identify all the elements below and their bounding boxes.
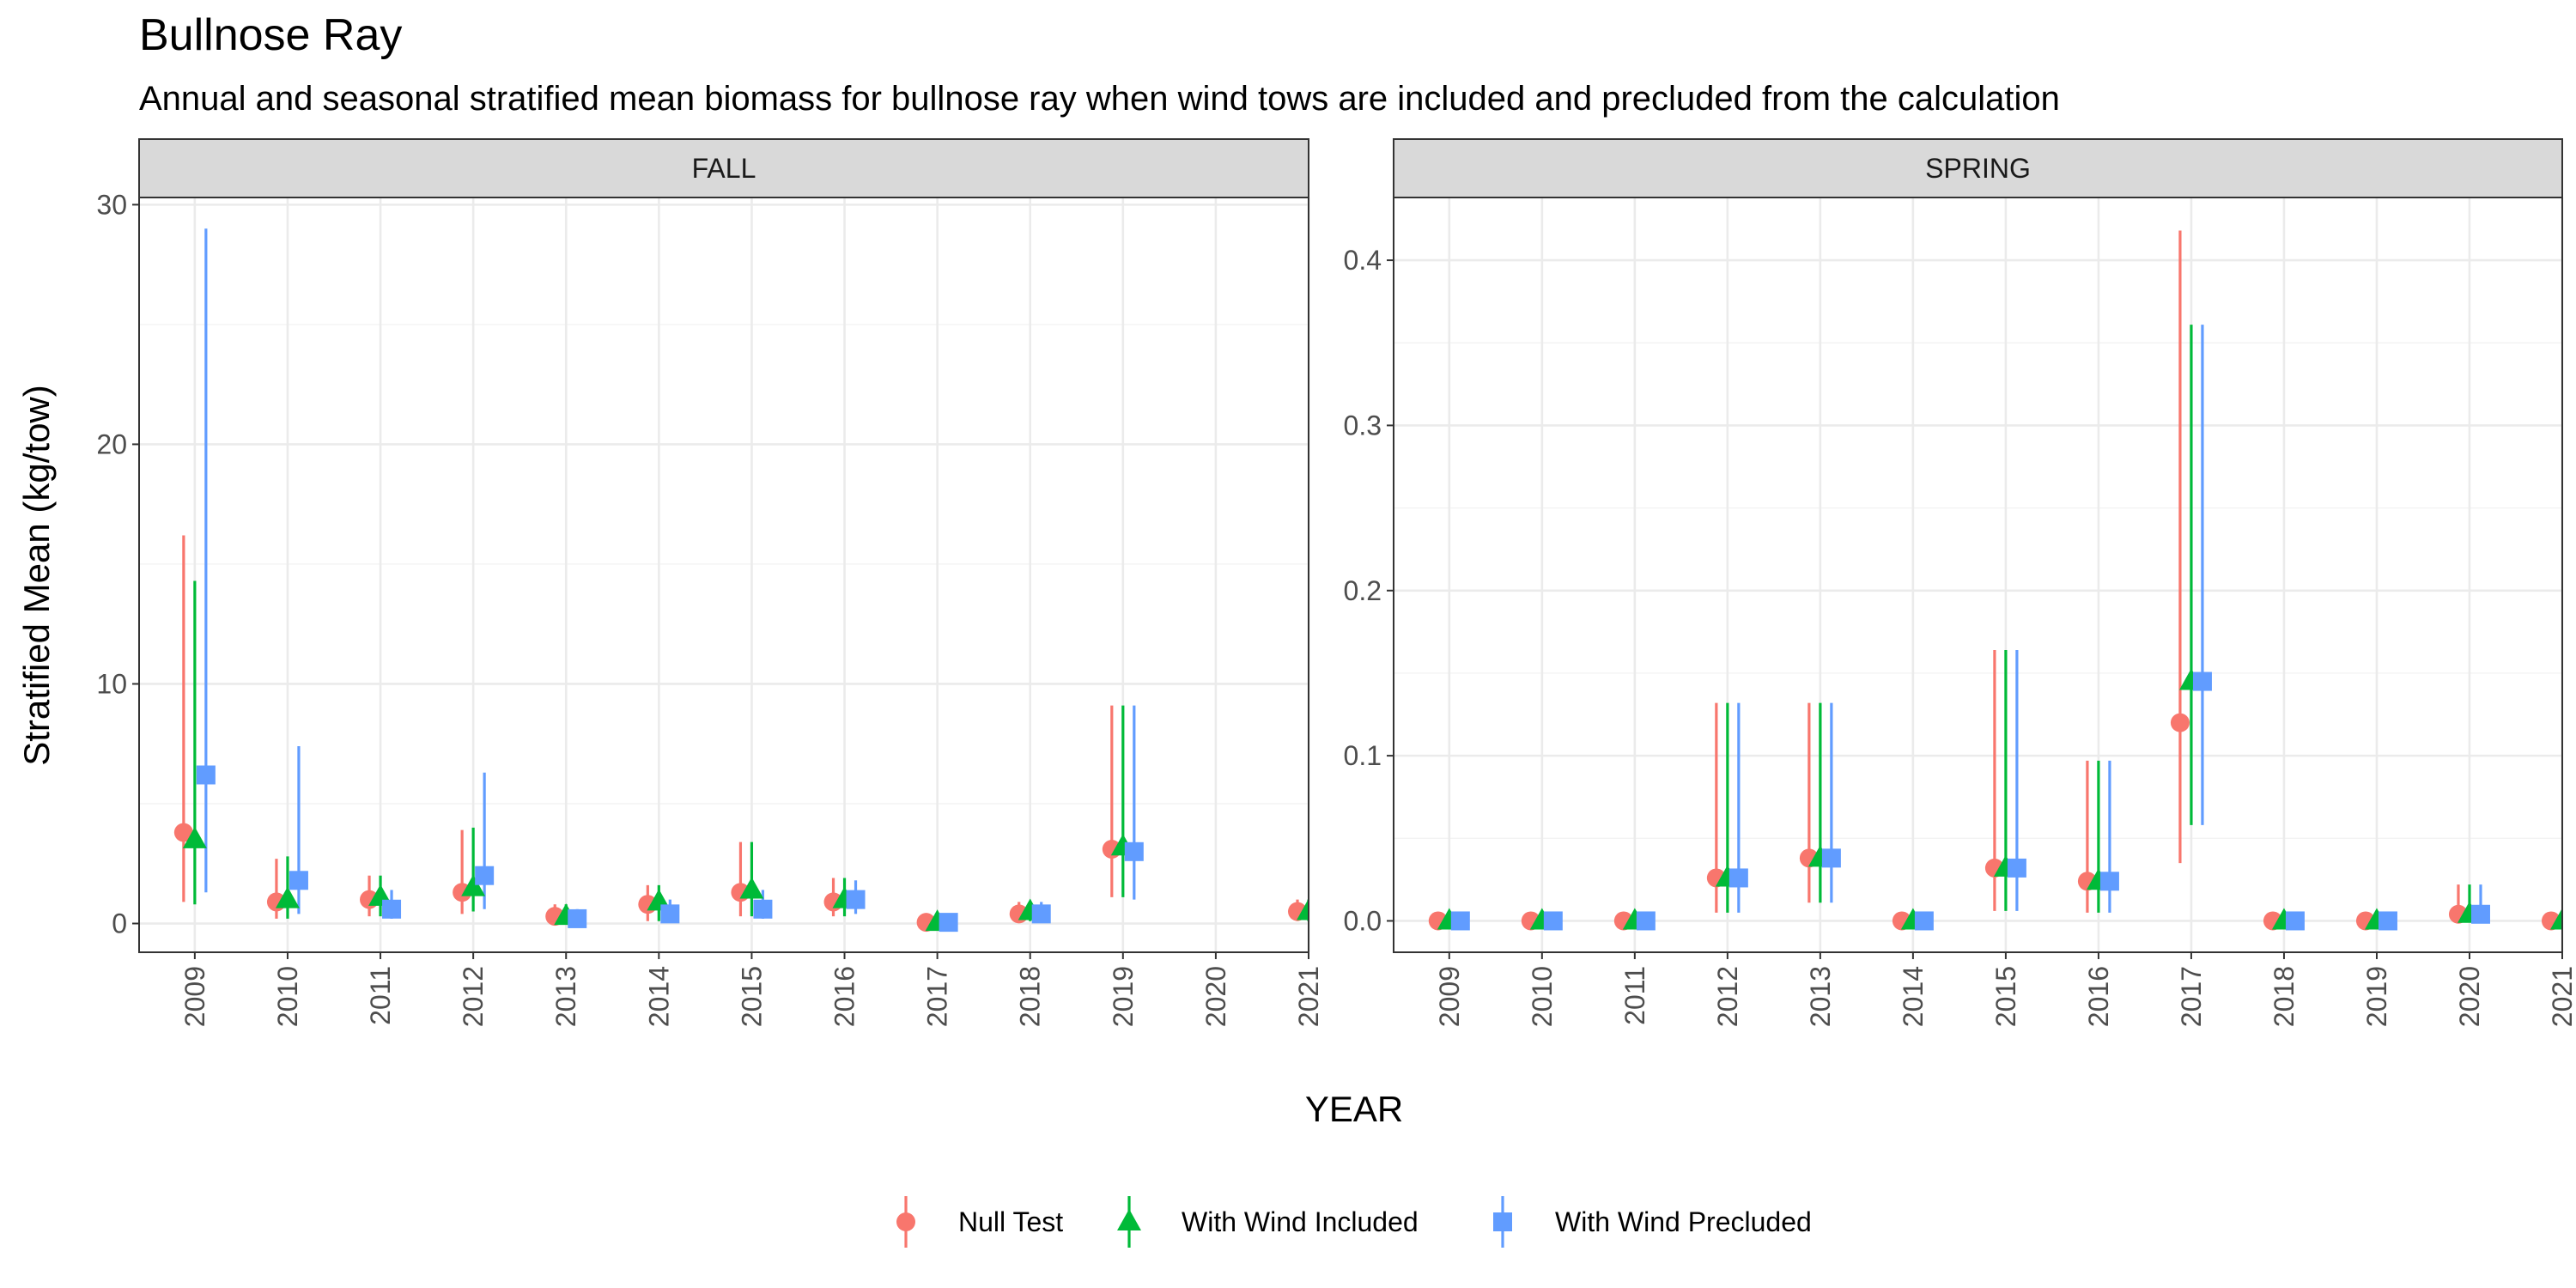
legend-key-marker (1117, 1209, 1141, 1230)
data-point (939, 913, 958, 933)
data-point (461, 874, 486, 896)
legend-item: Null Test (896, 1196, 1063, 1248)
series-group (1428, 230, 2576, 931)
data-point (1821, 848, 1841, 868)
x-tick-label: 2018 (2269, 966, 2300, 1027)
data-point (196, 765, 216, 785)
y-axis-title: Stratified Mean (kg/tow) (16, 385, 57, 766)
x-tick-label: 2011 (365, 966, 396, 1025)
x-tick-label: 2013 (550, 966, 581, 1027)
facet-panel-spring: SPRING 0.0 0.1 0.2 0.3 0.4 2009 2010 2011 2012 201… (1344, 138, 2576, 1027)
data-point (1124, 841, 1144, 861)
x-tick-label: 2020 (2454, 966, 2485, 1027)
panel-border (1393, 197, 2563, 953)
facet-panels: FALL 0 10 20 30 2009 2010 2011 2012 2013 2014 2015 2… (96, 138, 2576, 1027)
legend: Null Test With Wind Included With Wind Pre… (896, 1196, 1812, 1248)
facet-strip (138, 138, 1309, 198)
x-tick-label: 2013 (1805, 966, 1836, 1027)
x-tick-label: 2012 (1712, 966, 1743, 1027)
x-tick-label: 2016 (829, 966, 860, 1027)
y-tick-label: 20 (96, 428, 127, 459)
y-tick-label: 0.3 (1344, 410, 1382, 440)
x-tick-label: 2016 (2083, 966, 2114, 1027)
x-axis-title: YEAR (1305, 1089, 1403, 1129)
data-point (289, 871, 308, 890)
x-tick-label: 2017 (2176, 966, 2207, 1027)
facet-panel-fall: FALL 0 10 20 30 2009 2010 2011 2012 2013 2014 2015 2… (96, 138, 1329, 1027)
y-tick-label: 0.1 (1344, 740, 1382, 771)
x-tick-label: 2021 (1293, 966, 1324, 1027)
x-tick-label: 2017 (922, 966, 953, 1027)
x-tick-label: 2009 (179, 966, 210, 1027)
panel-background (139, 197, 1309, 952)
data-point (475, 866, 495, 885)
y-tick-label: 10 (96, 668, 127, 699)
data-point (568, 908, 587, 928)
data-point (173, 823, 193, 842)
x-tick-label: 2009 (1434, 966, 1465, 1027)
x-tick-label: 2020 (1200, 966, 1231, 1027)
data-point (2378, 911, 2397, 931)
x-tick-label: 2021 (2547, 966, 2576, 1027)
legend-label: With Wind Included (1182, 1206, 1419, 1237)
data-point (182, 826, 207, 848)
series-group (173, 228, 1329, 933)
data-point (2170, 713, 2190, 732)
x-tick-label: 2019 (2361, 966, 2392, 1027)
panel-background (1394, 197, 2562, 952)
data-point (2550, 908, 2562, 930)
data-point (2285, 911, 2305, 931)
legend-item: With Wind Included (1117, 1196, 1419, 1248)
x-tick-label: 2010 (272, 966, 303, 1027)
data-point (753, 899, 773, 919)
x-tick-label: 2012 (458, 966, 489, 1027)
data-point (2564, 911, 2576, 930)
y-tick-label: 0.4 (1344, 245, 1382, 276)
facet-strip (1393, 138, 2563, 198)
data-point (739, 877, 764, 899)
data-point (1297, 898, 1309, 920)
data-point (382, 899, 402, 919)
y-tick-label: 30 (96, 189, 127, 220)
y-tick-label: 0.2 (1344, 575, 1382, 606)
y-tick-label: 0.0 (1344, 905, 1382, 936)
x-tick-label: 2014 (643, 966, 674, 1027)
chart-subtitle: Annual and seasonal stratified mean biom… (139, 80, 2060, 118)
data-point (1914, 911, 1934, 931)
data-point (1031, 904, 1051, 924)
x-tick-label: 2010 (1527, 966, 1558, 1027)
data-point (1450, 911, 1470, 931)
data-point (846, 890, 866, 909)
x-tick-label: 2015 (1990, 966, 2021, 1027)
data-point (1636, 911, 1656, 931)
facet-strip-label: SPRING (1925, 153, 2031, 184)
data-point (2007, 858, 2026, 878)
legend-key-marker (1493, 1212, 1512, 1231)
x-tick-label: 2019 (1108, 966, 1139, 1027)
chart-title: Bullnose Ray (139, 10, 402, 60)
data-point (2470, 904, 2490, 924)
data-point (1728, 868, 1748, 888)
legend-item: With Wind Precluded (1493, 1196, 1812, 1248)
facet-strip-label: FALL (692, 153, 756, 184)
data-point (1310, 904, 1329, 923)
data-point (2192, 671, 2212, 691)
panel-border (138, 197, 1309, 953)
data-point (275, 886, 300, 908)
legend-key-marker (896, 1212, 915, 1231)
x-tick-label: 2011 (1619, 966, 1650, 1025)
x-tick-label: 2014 (1898, 966, 1929, 1027)
x-tick-label: 2015 (736, 966, 767, 1027)
data-point (660, 904, 680, 924)
legend-label: With Wind Precluded (1555, 1206, 1812, 1237)
legend-label: Null Test (958, 1206, 1063, 1237)
x-tick-label: 2018 (1015, 966, 1046, 1027)
y-tick-label: 0 (112, 908, 127, 939)
data-point (1543, 911, 1563, 931)
data-point (2099, 872, 2119, 891)
